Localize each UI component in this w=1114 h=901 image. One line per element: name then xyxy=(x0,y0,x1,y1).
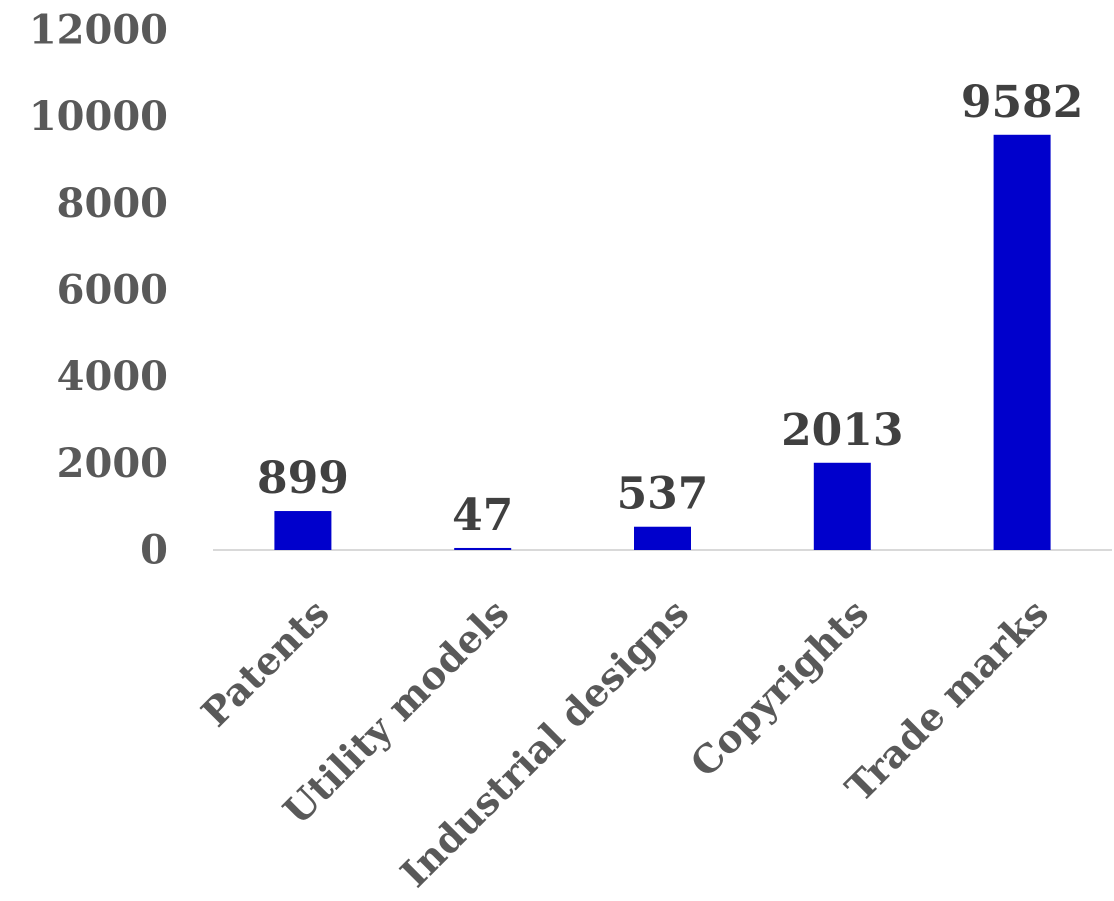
data-label: 9582 xyxy=(961,77,1083,128)
y-tick-label: 10000 xyxy=(29,93,168,140)
y-tick-label: 12000 xyxy=(29,7,168,54)
bar xyxy=(813,462,871,550)
data-label: 537 xyxy=(617,469,709,520)
data-label: 47 xyxy=(452,490,513,541)
data-labels-group: 899 47 537 2013 9582 xyxy=(257,77,1083,541)
data-label: 899 xyxy=(257,453,349,504)
category-label: Industrial designs xyxy=(391,590,697,896)
data-label: 2013 xyxy=(781,405,903,456)
bars-group xyxy=(274,134,1051,550)
bar xyxy=(634,526,691,550)
bar xyxy=(454,547,512,550)
category-label: Patents xyxy=(192,590,337,735)
y-tick-label: 8000 xyxy=(57,180,168,227)
bar xyxy=(274,511,332,550)
y-tick-label: 0 xyxy=(140,527,168,574)
y-axis-ticks: 0 2000 4000 6000 8000 10000 12000 xyxy=(29,7,168,574)
y-tick-label: 2000 xyxy=(57,440,168,487)
category-label: Copyrights xyxy=(681,590,877,786)
y-tick-label: 4000 xyxy=(57,353,168,400)
y-tick-label: 6000 xyxy=(57,267,168,314)
bar xyxy=(993,134,1051,550)
